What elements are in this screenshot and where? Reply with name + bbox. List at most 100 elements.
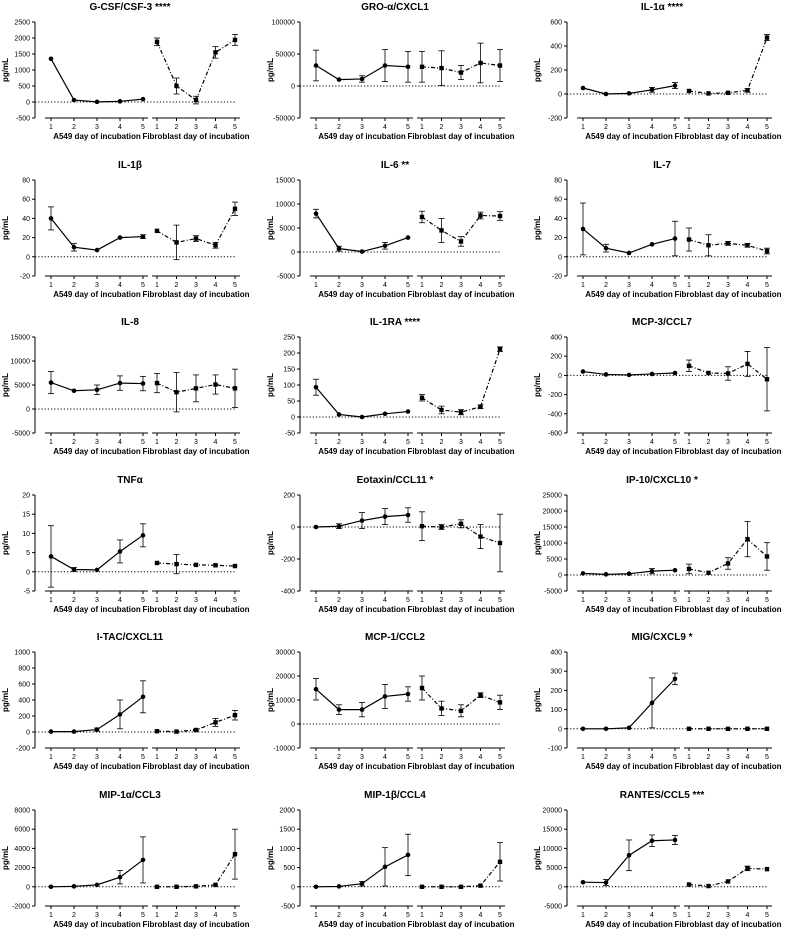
y-tick-label: 0 bbox=[558, 254, 562, 261]
x-tick-label: 3 bbox=[194, 912, 198, 919]
y-tick-label: 600 bbox=[18, 682, 30, 689]
data-point-fibroblast bbox=[458, 410, 464, 415]
data-point-fibroblast bbox=[154, 380, 160, 386]
data-point-fibroblast bbox=[478, 693, 483, 698]
series-line-fibroblast bbox=[157, 853, 236, 888]
x-tick-label: 2 bbox=[175, 597, 179, 604]
y-tick-label: 250 bbox=[283, 335, 295, 342]
data-point-a549 bbox=[603, 372, 609, 377]
x-tick-label: 5 bbox=[765, 912, 769, 919]
data-point-fibroblast bbox=[174, 83, 179, 89]
x-tick-label: 2 bbox=[440, 439, 444, 446]
y-axis-label: pg/mL bbox=[1, 846, 10, 870]
data-point-a549 bbox=[140, 234, 146, 239]
data-point-a549 bbox=[672, 837, 678, 843]
x-tick-label: 2 bbox=[337, 439, 341, 446]
x-axis-label-fibroblast: Fibroblast day of incubation bbox=[674, 447, 781, 456]
x-tick-label: 3 bbox=[459, 124, 463, 131]
panel-title: IL-1β bbox=[118, 160, 142, 171]
data-point-fibroblast bbox=[232, 713, 238, 718]
y-tick-label: 0 bbox=[26, 730, 30, 737]
x-tick-label: 5 bbox=[498, 282, 502, 289]
data-point-fibroblast bbox=[725, 561, 731, 566]
data-point-a549 bbox=[603, 726, 609, 732]
panel-title: IL-7 bbox=[653, 160, 671, 171]
data-point-a549 bbox=[313, 211, 319, 216]
data-point-a549 bbox=[649, 700, 655, 706]
data-point-fibroblast bbox=[174, 729, 179, 734]
data-point-a549 bbox=[603, 91, 609, 97]
data-point-a549 bbox=[48, 216, 54, 221]
data-point-a549 bbox=[71, 567, 77, 572]
x-axis-label-a549: A549 day of incubation bbox=[53, 605, 141, 614]
panel-title: IL-6 ** bbox=[381, 160, 409, 171]
y-tick-label: 30000 bbox=[276, 650, 296, 657]
data-point-a549 bbox=[382, 243, 388, 249]
x-tick-label: 4 bbox=[383, 282, 387, 289]
y-tick-label: 5 bbox=[26, 550, 30, 557]
x-tick-label: 5 bbox=[765, 124, 769, 131]
y-axis-label: pg/mL bbox=[533, 688, 542, 712]
x-tick-label: 3 bbox=[194, 282, 198, 289]
y-tick-label: 100 bbox=[283, 383, 295, 390]
x-axis-label-a549: A549 day of incubation bbox=[318, 290, 406, 299]
data-point-a549 bbox=[626, 853, 632, 858]
data-point-a549 bbox=[117, 874, 123, 880]
data-point-fibroblast bbox=[745, 866, 750, 871]
y-tick-label: 20 bbox=[22, 493, 30, 500]
data-point-a549 bbox=[71, 244, 77, 250]
x-tick-label: 4 bbox=[650, 439, 654, 446]
data-point-fibroblast bbox=[725, 726, 731, 731]
series-line-a549 bbox=[315, 386, 409, 418]
data-point-fibroblast bbox=[764, 377, 770, 382]
x-axis-label-a549: A549 day of incubation bbox=[53, 290, 141, 299]
panel-title: IL-1RA **** bbox=[370, 317, 420, 328]
x-tick-label: 5 bbox=[233, 912, 237, 919]
data-point-a549 bbox=[359, 707, 365, 712]
data-point-fibroblast bbox=[686, 882, 692, 887]
x-axis-label-fibroblast: Fibroblast day of incubation bbox=[407, 920, 514, 929]
x-tick-label: 3 bbox=[95, 754, 99, 761]
y-tick-label: 400 bbox=[550, 650, 562, 657]
data-point-fibroblast bbox=[706, 570, 711, 575]
x-axis-label-a549: A549 day of incubation bbox=[585, 762, 673, 771]
data-point-fibroblast bbox=[174, 390, 179, 395]
panel-title: IL-8 bbox=[121, 317, 139, 328]
data-point-a549 bbox=[649, 838, 655, 844]
x-tick-label: 2 bbox=[175, 912, 179, 919]
x-tick-label: 1 bbox=[687, 912, 691, 919]
y-tick-label: 50 bbox=[287, 399, 295, 406]
x-tick-label: 3 bbox=[627, 124, 631, 131]
x-tick-label: 4 bbox=[383, 124, 387, 131]
y-tick-label: 0 bbox=[26, 407, 30, 414]
data-point-a549 bbox=[405, 852, 411, 858]
x-tick-label: 1 bbox=[314, 124, 318, 131]
x-axis-label-a549: A549 day of incubation bbox=[53, 447, 141, 456]
data-point-a549 bbox=[71, 884, 77, 889]
x-tick-label: 3 bbox=[459, 282, 463, 289]
y-tick-label: 0 bbox=[26, 884, 30, 891]
y-tick-label: 0 bbox=[291, 415, 295, 422]
x-tick-label: 3 bbox=[360, 597, 364, 604]
x-tick-label: 2 bbox=[337, 912, 341, 919]
data-point-fibroblast bbox=[193, 884, 199, 889]
x-tick-label: 4 bbox=[214, 282, 218, 289]
data-point-fibroblast bbox=[419, 214, 425, 220]
x-tick-label: 4 bbox=[746, 124, 750, 131]
data-point-a549 bbox=[336, 246, 342, 251]
x-tick-label: 1 bbox=[420, 282, 424, 289]
y-axis-label: pg/mL bbox=[266, 846, 275, 870]
x-tick-label: 5 bbox=[406, 282, 410, 289]
panel-title: MCP-1/CCL2 bbox=[365, 632, 425, 643]
data-point-fibroblast bbox=[706, 883, 711, 889]
data-point-a549 bbox=[140, 96, 146, 102]
x-axis-label-fibroblast: Fibroblast day of incubation bbox=[407, 605, 514, 614]
data-point-a549 bbox=[649, 371, 655, 377]
x-tick-label: 5 bbox=[765, 597, 769, 604]
y-tick-label: 400 bbox=[550, 335, 562, 342]
x-tick-label: 2 bbox=[337, 754, 341, 761]
panel: Eotaxin/CCL11 * -400 -200 0 200 pg/mL 1 1 2 2 3 3 4 4… bbox=[266, 475, 515, 614]
data-point-a549 bbox=[405, 64, 411, 70]
y-axis-label: pg/mL bbox=[266, 58, 275, 82]
x-tick-label: 5 bbox=[498, 439, 502, 446]
